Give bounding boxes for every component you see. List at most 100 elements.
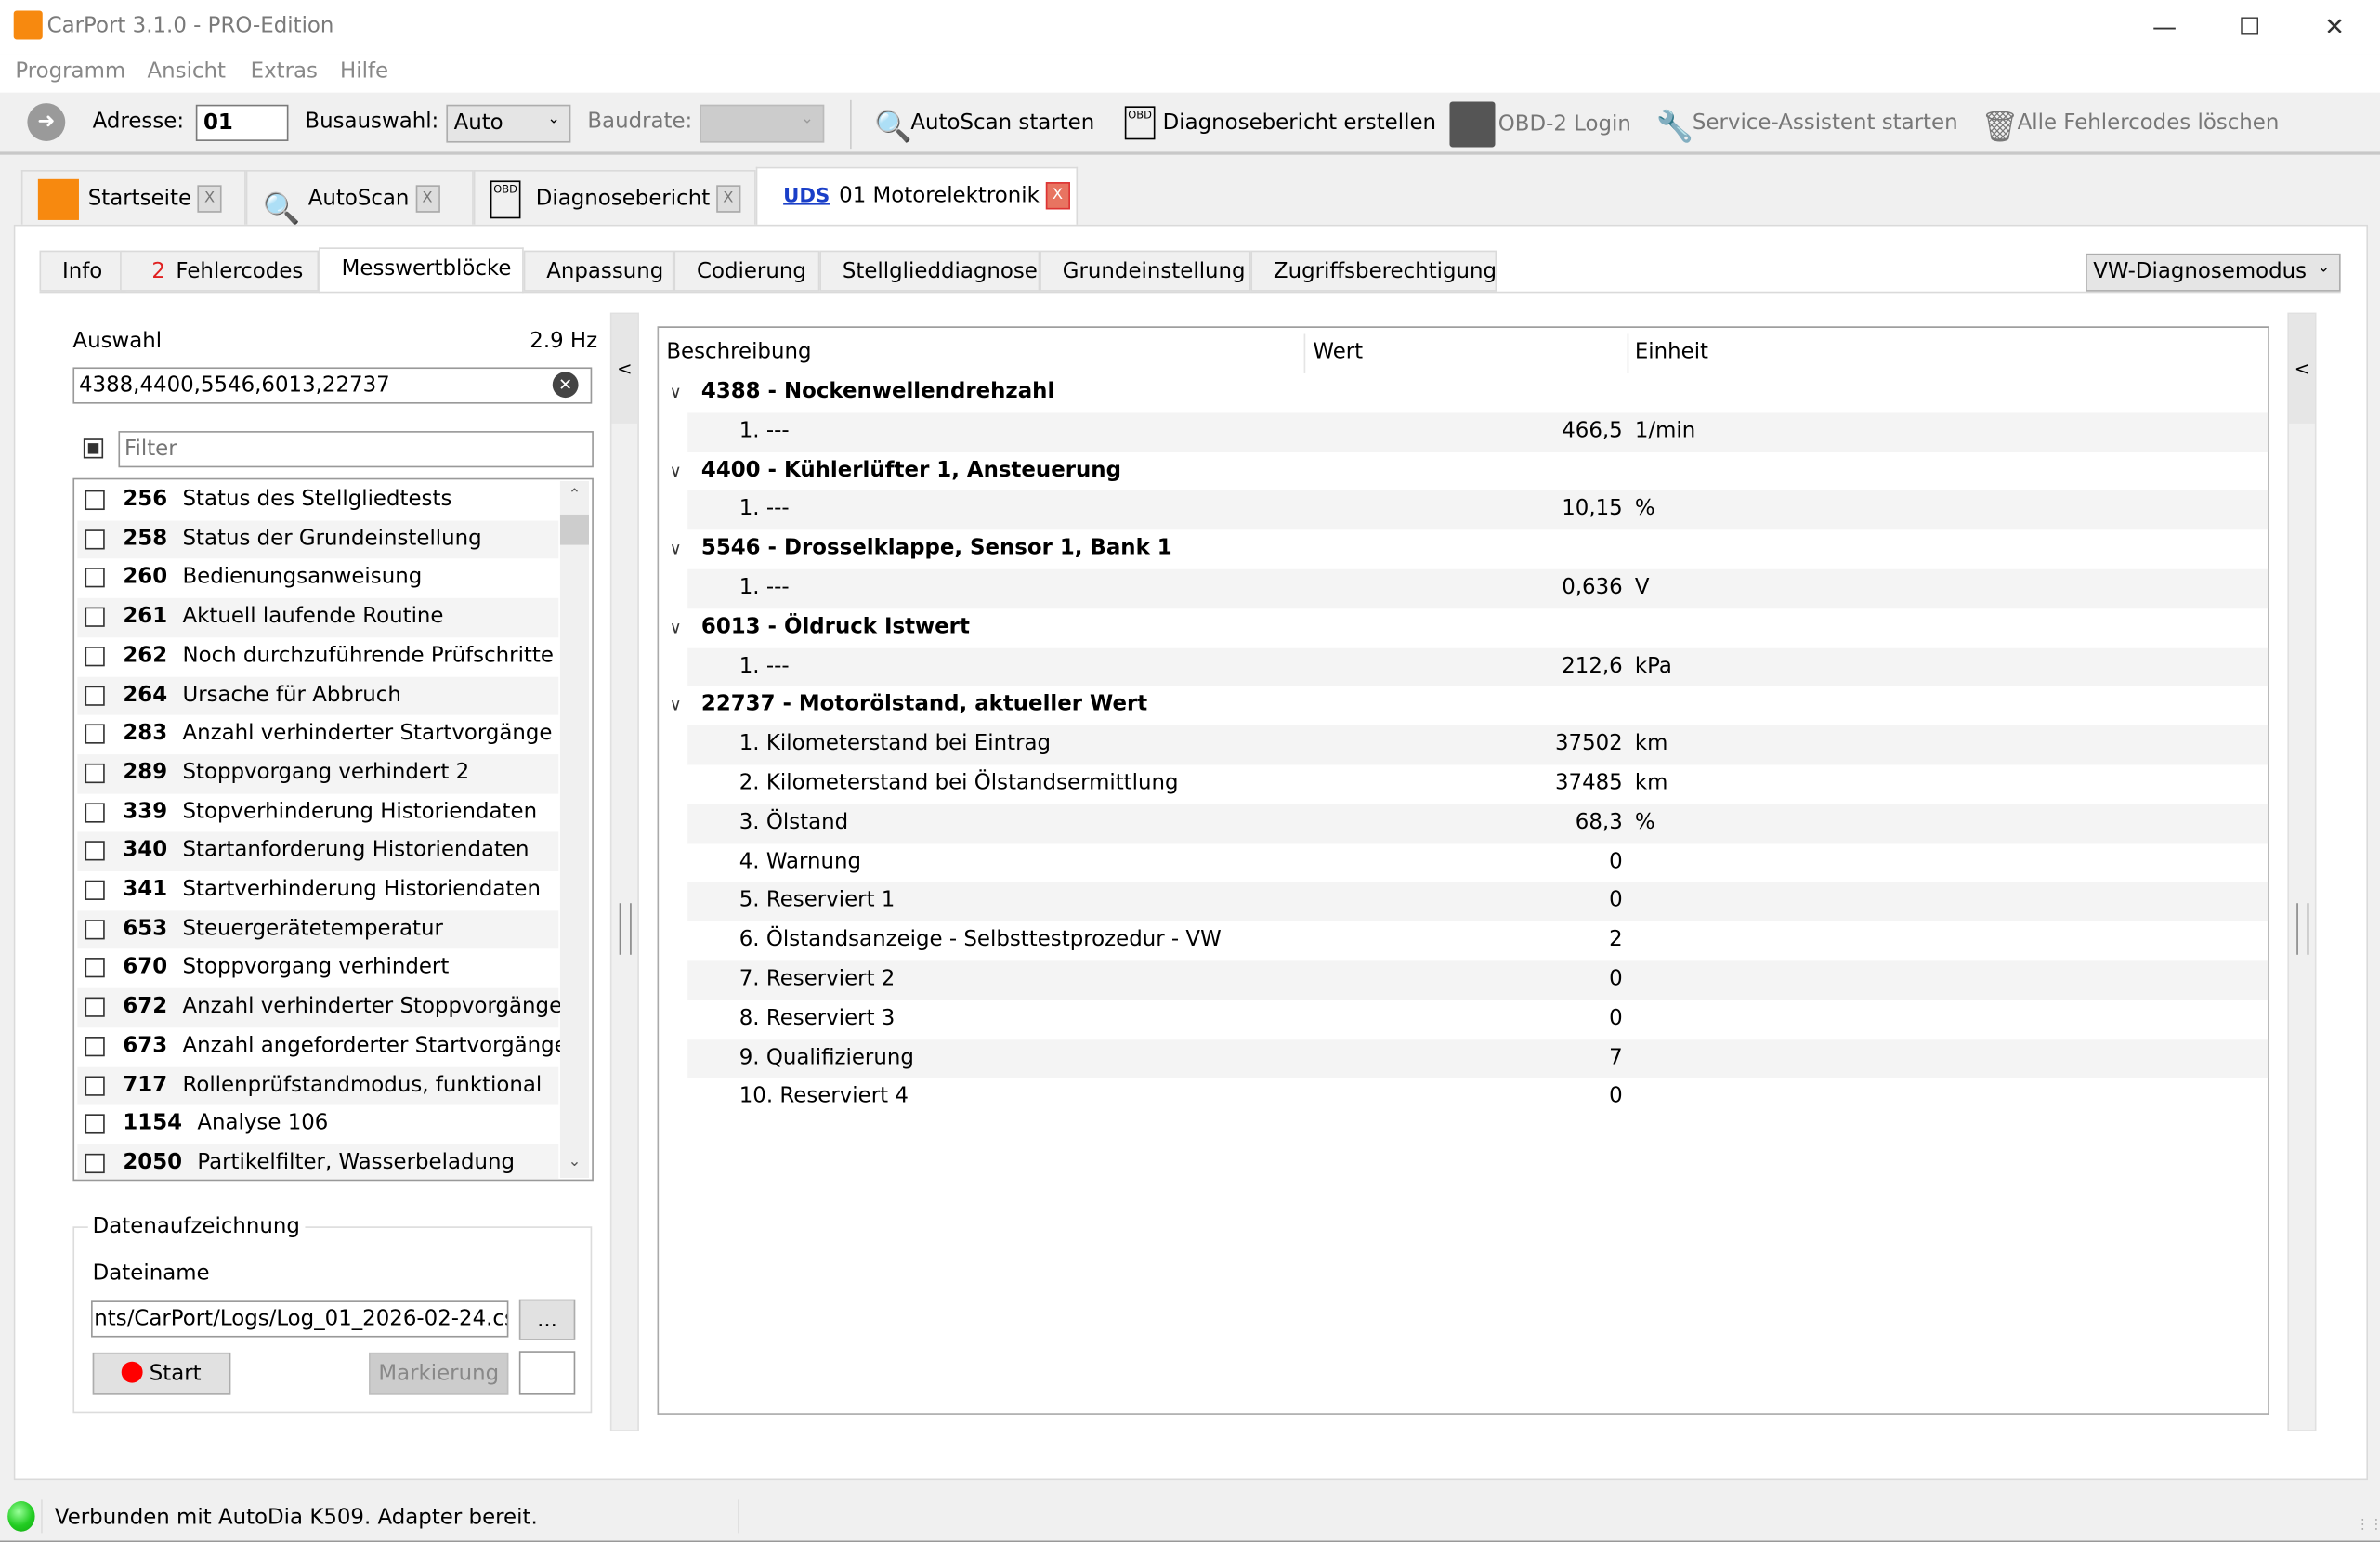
table-row[interactable]: 5. Reserviert 1 0 [659, 882, 2269, 922]
table-row[interactable]: 1. Kilometerstand bei Eintrag 37502 km [659, 725, 2269, 765]
list-item[interactable]: 2050 Partikelfilter, Wasserbeladung [77, 1143, 559, 1180]
diagnosebericht-button[interactable]: OBD Diagnosebericht erstellen [1124, 101, 1436, 144]
group-row[interactable]: ∨ 6013 - Öldruck Istwert [659, 608, 2268, 647]
table-row[interactable]: 10. Reserviert 4 0 [659, 1078, 2268, 1117]
service-assistant-button[interactable]: 🔧Service-Assistent starten [1656, 101, 1958, 144]
resize-grip-icon[interactable]: ⋮⋮ [2355, 1518, 2380, 1534]
clear-icon[interactable]: ✕ [552, 372, 579, 399]
list-item-checkbox[interactable] [85, 1153, 105, 1173]
doc-tab-autoscan[interactable]: 🔍 AutoScan X [245, 170, 474, 226]
group-row[interactable]: ∨ 22737 - Motorölstand, aktueller Wert [659, 686, 2268, 725]
list-item-checkbox[interactable] [85, 568, 105, 588]
menu-programm[interactable]: Programm [15, 59, 126, 84]
header-wert[interactable]: Wert [1313, 340, 1364, 365]
collapse-right-button[interactable]: < [2289, 314, 2315, 424]
filename-input[interactable]: nts/CarPort/Logs/Log_01_2026-02-24.csv [91, 1300, 509, 1338]
auswahl-input[interactable]: 4388,4400,5546,6013,22737 ✕ [72, 367, 593, 404]
scrollbar-thumb[interactable] [559, 514, 589, 545]
list-item[interactable]: 717 Rollenprüfstandmodus, funktional [77, 1065, 559, 1105]
column-divider[interactable] [1303, 333, 1306, 373]
list-item-checkbox[interactable] [85, 646, 105, 666]
list-item-checkbox[interactable] [85, 529, 105, 549]
obd-login-button[interactable]: OBD-2 Login [1449, 101, 1631, 148]
list-item[interactable]: 340 Startanforderung Historiendaten [77, 831, 559, 871]
close-button[interactable]: ✕ [2324, 12, 2346, 42]
chevron-down-icon[interactable]: ∨ [669, 696, 682, 716]
menu-ansicht[interactable]: Ansicht [147, 59, 226, 84]
select-all-checkbox[interactable] [83, 438, 104, 459]
list-item[interactable]: 673 Anzahl angeforderter Startvorgänge [77, 1027, 568, 1066]
close-tab-icon[interactable]: X [197, 185, 222, 213]
list-item[interactable]: 1154 Analyse 106 [77, 1105, 558, 1144]
adresse-input[interactable]: 01 [195, 104, 289, 141]
list-item-checkbox[interactable] [85, 1114, 105, 1134]
list-item-checkbox[interactable] [85, 685, 105, 705]
header-beschreibung[interactable]: Beschreibung [666, 340, 812, 365]
table-row[interactable]: 2. Kilometerstand bei Ölstandsermittlung… [659, 765, 2268, 804]
list-item-checkbox[interactable] [85, 841, 105, 861]
list-item[interactable]: 339 Stopverhinderung Historiendaten [77, 793, 558, 832]
list-item[interactable]: 264 Ursache für Abbruch [77, 675, 559, 715]
tab-codierung[interactable]: Codierung [673, 250, 820, 292]
table-row[interactable]: 6. Ölstandsanzeige - Selbsttestprozedur … [659, 921, 2268, 960]
arrow-right-icon[interactable]: ➜ [27, 103, 66, 141]
list-item-checkbox[interactable] [85, 880, 105, 900]
list-item-checkbox[interactable] [85, 763, 105, 783]
table-row[interactable]: 1. --- 466,5 1/min [659, 412, 2269, 452]
markierung-button[interactable]: Markierung [369, 1352, 509, 1395]
list-item-checkbox[interactable] [85, 607, 105, 627]
list-item[interactable]: 283 Anzahl verhinderter Startvorgänge [77, 715, 558, 754]
table-row[interactable]: 1. --- 10,15% [659, 490, 2269, 530]
list-item-checkbox[interactable] [85, 919, 105, 939]
tab-grundeinstellung[interactable]: Grundeinstellung [1040, 250, 1251, 292]
close-tab-icon[interactable]: X [715, 185, 740, 213]
column-divider[interactable] [1627, 333, 1629, 373]
list-item[interactable]: 256 Status des Stellgliedtests [77, 481, 558, 520]
list-item-checkbox[interactable] [85, 1075, 105, 1095]
group-row[interactable]: ∨ 5546 - Drosselklappe, Sensor 1, Bank 1 [659, 530, 2268, 569]
scroll-up-icon[interactable]: ⌃ [568, 487, 582, 504]
list-item-checkbox[interactable] [85, 997, 105, 1017]
list-item[interactable]: 289 Stoppvorgang verhindert 2 [77, 753, 559, 793]
list-item-checkbox[interactable] [85, 958, 105, 978]
list-item[interactable]: 672 Anzahl verhinderter Stoppvorgänge [77, 987, 562, 1027]
list-item[interactable]: 262 Noch durchzuführende Prüfschritte [77, 637, 558, 676]
list-item-checkbox[interactable] [85, 802, 105, 822]
left-splitter[interactable]: < [609, 312, 639, 1431]
autoscan-start-button[interactable]: 🔍AutoScan starten [874, 101, 1094, 144]
list-scrollbar[interactable]: ⌃ ⌄ [559, 480, 589, 1178]
list-item-checkbox[interactable] [85, 1036, 105, 1056]
group-row[interactable]: ∨ 4400 - Kühlerlüfter 1, Ansteuerung [659, 451, 2268, 490]
tab-anpassung[interactable]: Anpassung [523, 250, 674, 292]
menu-extras[interactable]: Extras [250, 59, 318, 84]
maximize-button[interactable]: ☐ [2238, 12, 2261, 42]
minimize-button[interactable]: — [2152, 12, 2177, 42]
scroll-down-icon[interactable]: ⌄ [568, 1153, 582, 1170]
tab-zugriffsberechtigung[interactable]: Zugriffsberechtigung [1250, 250, 1497, 292]
list-item[interactable]: 261 Aktuell laufende Routine [77, 597, 559, 637]
table-row[interactable]: 9. Qualifizierung 7 [659, 1039, 2269, 1078]
chevron-down-icon[interactable]: ∨ [669, 461, 682, 481]
tab-messwertbloecke[interactable]: Messwertblöcke [319, 247, 524, 294]
delete-all-codes-button[interactable]: 🗑Alle Fehlercodes löschen [1981, 101, 2279, 144]
list-item[interactable]: 670 Stoppvorgang verhindert [77, 949, 558, 988]
header-einheit[interactable]: Einheit [1634, 340, 1709, 365]
start-recording-button[interactable]: Start [92, 1352, 231, 1395]
browse-button[interactable]: ... [518, 1299, 576, 1340]
menu-hilfe[interactable]: Hilfe [340, 59, 389, 84]
table-row[interactable]: 4. Warnung 0 [659, 843, 2268, 882]
table-row[interactable]: 7. Reserviert 2 0 [659, 960, 2269, 1000]
table-row[interactable]: 1. --- 212,6 kPa [659, 647, 2269, 687]
close-tab-icon[interactable]: X [1045, 182, 1070, 210]
doc-tab-startseite[interactable]: Startseite X [20, 170, 246, 225]
tab-fehlercodes[interactable]: 2 Fehlercodes [120, 250, 320, 292]
list-item-checkbox[interactable] [85, 724, 105, 744]
diagnose-mode-select[interactable]: VW-Diagnosemodus ⌄ [2086, 253, 2341, 292]
tab-stellglieddiagnose[interactable]: Stellglieddiagnose [819, 250, 1040, 292]
tab-info[interactable]: Info [39, 250, 125, 292]
busauswahl-select[interactable]: Auto ⌄ [446, 104, 571, 143]
collapse-left-button[interactable]: < [611, 314, 638, 424]
list-item[interactable]: 258 Status der Grundeinstellung [77, 519, 559, 559]
chevron-down-icon[interactable]: ∨ [669, 382, 682, 403]
table-row[interactable]: 3. Ölstand 68,3% [659, 804, 2269, 843]
